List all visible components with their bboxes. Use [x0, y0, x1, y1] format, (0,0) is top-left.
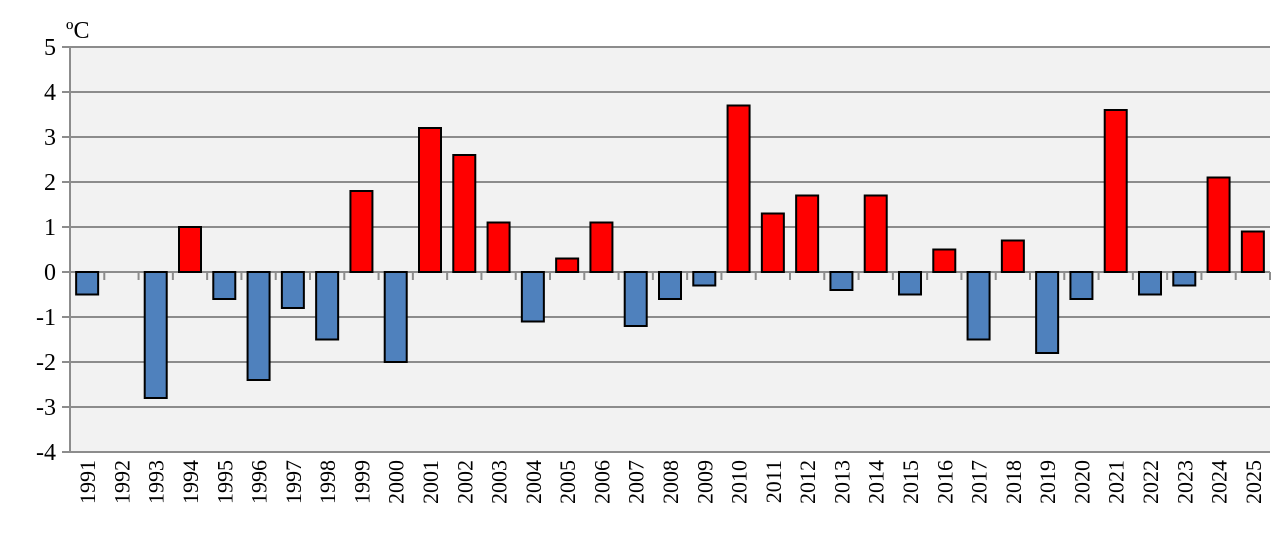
x-tick-label: 1994 — [178, 460, 203, 504]
bar-2013 — [829, 271, 854, 291]
x-tick-label: 2018 — [1001, 460, 1026, 504]
x-tick-label: 1998 — [315, 460, 340, 504]
x-tick-label: 1997 — [281, 460, 306, 504]
x-tick-label: 2003 — [487, 460, 512, 504]
bar-2008 — [658, 271, 682, 300]
x-tick-label: 1996 — [247, 460, 272, 504]
bar-1998 — [315, 271, 340, 341]
y-tick-label: 4 — [44, 80, 56, 106]
x-tick-label: 2024 — [1207, 460, 1232, 504]
bar-2022 — [1138, 271, 1162, 296]
y-tick-label: 2 — [44, 170, 56, 196]
x-tick-label: 1992 — [109, 460, 134, 504]
y-axis-label: ºC — [66, 18, 89, 44]
bar-2011 — [760, 212, 785, 273]
bar-2012 — [795, 194, 820, 273]
bar-1997 — [280, 271, 305, 309]
bar-2016 — [932, 248, 957, 273]
y-tick-label: -4 — [36, 440, 56, 466]
bar-1993 — [143, 271, 168, 399]
bar-2000 — [383, 271, 408, 363]
bar-2023 — [1172, 271, 1197, 287]
bar-2003 — [486, 221, 511, 273]
x-tick-label: 2022 — [1138, 460, 1163, 504]
bar-1991 — [75, 271, 100, 296]
x-tick-label: 2005 — [555, 460, 580, 504]
x-tick-label: 1999 — [349, 460, 374, 504]
bar-2001 — [418, 127, 442, 273]
bar-2010 — [726, 104, 751, 273]
x-tick-label: 2015 — [898, 460, 923, 504]
x-tick-label: 2011 — [761, 460, 786, 503]
x-tick-label: 2006 — [589, 460, 614, 504]
y-tick-label: 3 — [44, 125, 56, 151]
bar-2021 — [1103, 109, 1128, 273]
bar-2024 — [1206, 176, 1231, 273]
bar-2018 — [1000, 239, 1025, 273]
x-tick-label: 2020 — [1069, 460, 1094, 504]
bar-2020 — [1069, 271, 1094, 300]
y-tick-label: -2 — [36, 350, 56, 376]
x-tick-label: 1993 — [144, 460, 169, 504]
bar-2017 — [966, 271, 991, 341]
bar-2006 — [589, 221, 614, 273]
bar-1995 — [212, 271, 237, 300]
y-tick-label: -3 — [36, 395, 56, 421]
x-tick-label: 2014 — [864, 460, 889, 504]
y-tick-label: 1 — [44, 215, 56, 241]
x-tick-label: 2004 — [521, 460, 546, 504]
plot-area — [70, 47, 1270, 452]
x-tick-label: 2017 — [967, 460, 992, 504]
x-tick-label: 1991 — [75, 460, 100, 504]
x-tick-label: 1995 — [212, 460, 237, 504]
bar-1994 — [178, 226, 202, 273]
x-tick-label: 2012 — [795, 460, 820, 504]
x-tick-label: 2009 — [692, 460, 717, 504]
bar-2007 — [623, 271, 648, 327]
x-tick-label: 2016 — [932, 460, 957, 504]
x-tick-label: 2019 — [1035, 460, 1060, 504]
x-tick-label: 2001 — [418, 460, 443, 504]
x-tick-label: 2007 — [624, 460, 649, 504]
bar-2019 — [1035, 271, 1060, 354]
y-tick-label: -1 — [36, 305, 56, 331]
bar-2025 — [1240, 230, 1265, 273]
x-tick-label: 2010 — [727, 460, 752, 504]
bar-2009 — [692, 271, 717, 287]
x-tick-label: 2008 — [658, 460, 683, 504]
bar-2005 — [555, 257, 580, 273]
x-tick-label: 2021 — [1104, 460, 1129, 504]
x-tick-label: 2025 — [1241, 460, 1266, 504]
bar-2002 — [452, 154, 477, 273]
x-tick-label: 2002 — [452, 460, 477, 504]
x-tick-label: 2000 — [384, 460, 409, 504]
bar-2015 — [898, 271, 922, 296]
bar-2014 — [863, 194, 888, 273]
x-tick-label: 2013 — [829, 460, 854, 504]
bar-2004 — [520, 271, 545, 323]
x-tick-label: 2023 — [1172, 460, 1197, 504]
y-tick-label: 5 — [44, 35, 56, 61]
y-tick-label: 0 — [44, 260, 56, 286]
bar-1996 — [246, 271, 271, 381]
bar-1999 — [349, 190, 374, 273]
